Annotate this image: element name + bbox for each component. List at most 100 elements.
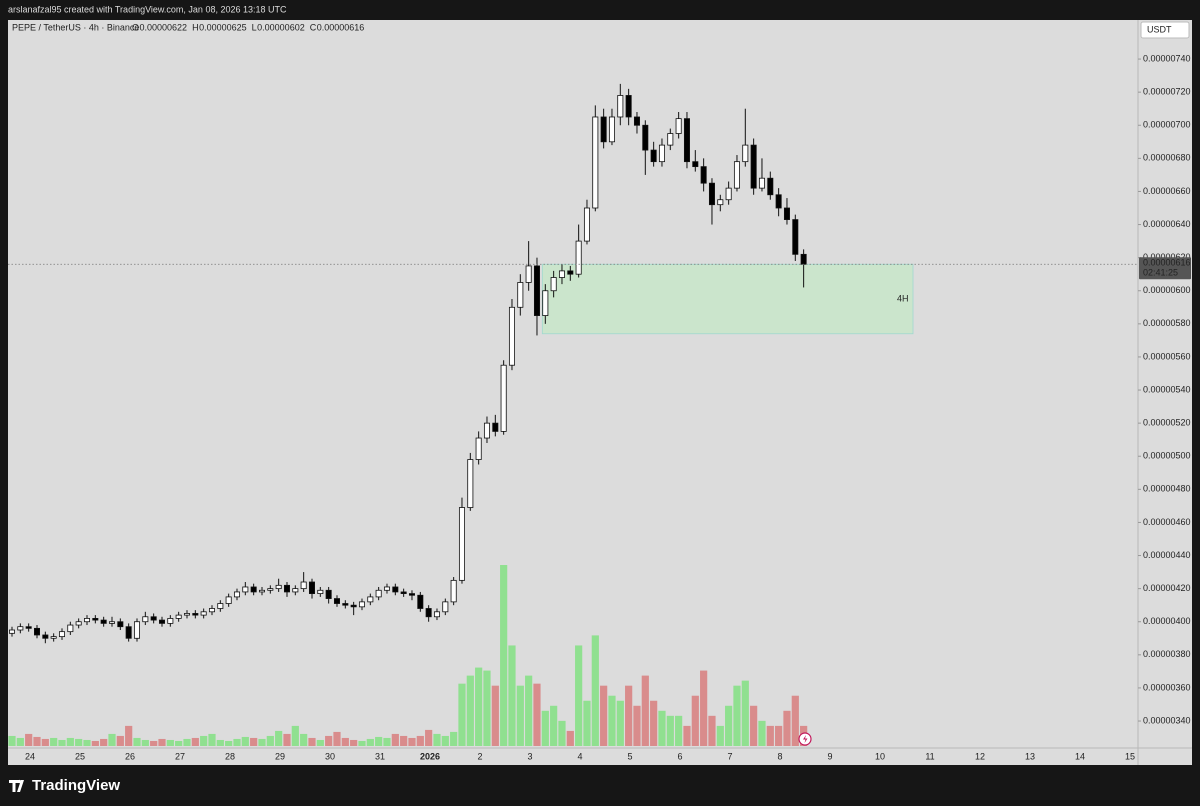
volume-bar: [500, 565, 508, 746]
volume-bar: [125, 725, 133, 746]
y-tick-label: 0.00000640: [1143, 219, 1191, 229]
volume-bar: [633, 705, 641, 746]
volume-bar: [58, 739, 66, 746]
volume-bar: [200, 735, 208, 746]
y-tick-label: 0.00000380: [1143, 649, 1191, 659]
volume-bar: [508, 645, 516, 746]
volume-bar: [416, 735, 424, 746]
y-tick-label: 0.00000740: [1143, 53, 1191, 63]
y-tick-label: 0.00000600: [1143, 285, 1191, 295]
candle-body: [75, 621, 82, 626]
ohlc-key: L: [252, 22, 257, 32]
countdown: 02:41:25: [1143, 268, 1178, 278]
candle-body: [208, 608, 215, 613]
candle-body: [483, 422, 490, 439]
x-tick-label: 28: [225, 751, 235, 761]
volume-bar: [341, 737, 349, 746]
candle-body: [392, 586, 399, 593]
candle-body: [658, 144, 665, 163]
candle-body: [192, 613, 199, 616]
candle-body: [775, 194, 782, 209]
candle-body: [792, 219, 799, 255]
volume-bar: [350, 739, 358, 746]
candle-body: [442, 601, 449, 613]
candle-body: [225, 596, 232, 604]
candle-body: [175, 614, 182, 619]
volume-bar: [766, 725, 774, 746]
volume-bar: [300, 733, 308, 746]
volume-bar: [666, 715, 674, 746]
candle-body: [200, 611, 207, 616]
volume-bar: [183, 738, 191, 746]
volume-bar: [466, 675, 474, 746]
candle-body: [783, 207, 790, 220]
candle-body: [242, 586, 249, 593]
volume-bar: [266, 735, 274, 746]
x-tick-label: 29: [275, 751, 285, 761]
candle-body: [33, 627, 40, 636]
candle-body: [433, 611, 440, 618]
candle-body: [217, 603, 224, 609]
volume-bar: [608, 695, 616, 746]
ohlc-value: 0.00000616: [317, 22, 365, 32]
y-tick-label: 0.00000440: [1143, 550, 1191, 560]
x-tick-label: 13: [1025, 751, 1035, 761]
volume-bar: [641, 675, 649, 746]
candle-body: [283, 584, 290, 593]
volume-bar: [150, 740, 158, 746]
candle-body: [700, 166, 707, 184]
x-tick-label: 9: [827, 751, 832, 761]
candle-body: [542, 290, 549, 316]
candle-body: [583, 207, 590, 242]
candle-body: [267, 588, 274, 591]
candle-body: [117, 621, 124, 628]
x-tick-label: 31: [375, 751, 385, 761]
y-tick-label: 0.00000540: [1143, 384, 1191, 394]
candle-body: [167, 618, 174, 624]
volume-bar: [100, 738, 108, 746]
volume-bar: [25, 733, 33, 746]
brand-logo[interactable]: [9, 779, 24, 792]
volume-bar: [625, 685, 633, 746]
candle-body: [692, 161, 699, 168]
volume-bar: [241, 736, 249, 746]
candle-body: [150, 616, 157, 621]
candle-body: [317, 589, 324, 594]
volume-bar: [400, 735, 408, 746]
x-tick-label: 5: [627, 751, 632, 761]
volume-bar: [575, 645, 583, 746]
candle-body: [800, 253, 807, 265]
volume-bar: [533, 683, 541, 746]
y-tick-label: 0.00000420: [1143, 583, 1191, 593]
x-tick-label: 12: [975, 751, 985, 761]
y-tick-label: 0.00000360: [1143, 682, 1191, 692]
volume-bar: [283, 733, 291, 746]
candle-body: [83, 618, 90, 623]
logo-dot: [17, 779, 22, 784]
candle-body: [350, 604, 357, 608]
x-tick-label: 10: [875, 751, 885, 761]
currency-box[interactable]: [1140, 21, 1190, 39]
candle-body: [58, 631, 65, 638]
ohlc-value: 0.00000602: [257, 22, 305, 32]
alert-icon: [803, 735, 808, 743]
plot: O 0.00000622 H 0.00000625 L 0.00000602 C 0.0000…: [8, 22, 1191, 761]
volume-bar: [691, 695, 699, 746]
candle-body: [750, 144, 757, 189]
ohlc-key: C: [310, 22, 317, 32]
volume-bar: [33, 736, 41, 746]
volume-bar: [83, 739, 91, 746]
volume-bar: [108, 733, 116, 746]
candle-body: [517, 282, 524, 308]
x-tick-label: 11: [925, 751, 934, 761]
candle-body: [642, 124, 649, 151]
volume-bar: [158, 738, 166, 746]
candle-body: [308, 581, 315, 594]
volume-bar: [550, 705, 558, 746]
y-tick-label: 0.00000400: [1143, 616, 1191, 626]
y-tick-label: 0.00000500: [1143, 451, 1191, 461]
volume-bar: [358, 740, 366, 746]
volume-bar: [675, 715, 683, 746]
candle-body: [492, 422, 499, 432]
candle-body: [358, 601, 365, 608]
